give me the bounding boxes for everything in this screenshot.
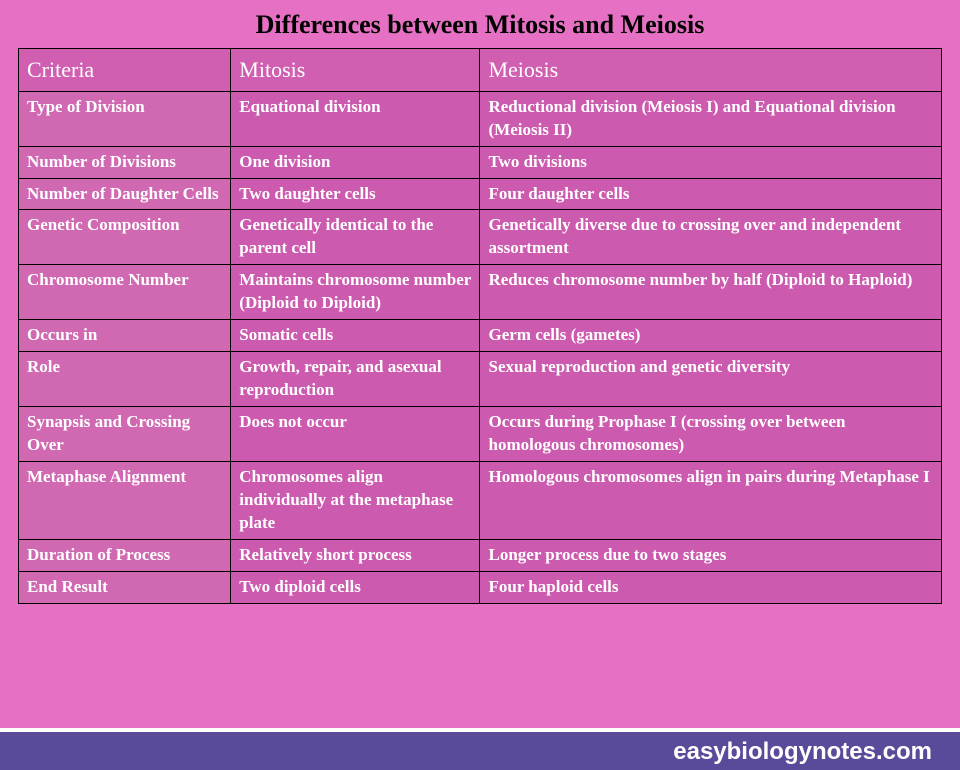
cell-mitosis: Equational division xyxy=(231,91,480,146)
table-row: Chromosome NumberMaintains chromosome nu… xyxy=(19,265,942,320)
comparison-table: Criteria Mitosis Meiosis Type of Divisio… xyxy=(18,48,942,604)
table-header-row: Criteria Mitosis Meiosis xyxy=(19,49,942,92)
table-row: Synapsis and Crossing OverDoes not occur… xyxy=(19,407,942,462)
footer-text: easybiologynotes.com xyxy=(673,738,932,765)
table-row: Duration of ProcessRelatively short proc… xyxy=(19,539,942,571)
table-row: Metaphase AlignmentChromosomes align ind… xyxy=(19,461,942,539)
cell-criteria: Number of Divisions xyxy=(19,146,231,178)
col-header-mitosis: Mitosis xyxy=(231,49,480,92)
cell-criteria: Genetic Composition xyxy=(19,210,231,265)
cell-mitosis: Growth, repair, and asexual reproduction xyxy=(231,352,480,407)
table-row: Occurs inSomatic cellsGerm cells (gamete… xyxy=(19,320,942,352)
table-row: End ResultTwo diploid cellsFour haploid … xyxy=(19,571,942,603)
page-title: Differences between Mitosis and Meiosis xyxy=(0,0,960,48)
cell-mitosis: Two daughter cells xyxy=(231,178,480,210)
table-row: Genetic CompositionGenetically identical… xyxy=(19,210,942,265)
cell-meiosis: Two divisions xyxy=(480,146,942,178)
footer-bar: easybiologynotes.com xyxy=(0,728,960,770)
cell-criteria: Number of Daughter Cells xyxy=(19,178,231,210)
cell-meiosis: Sexual reproduction and genetic diversit… xyxy=(480,352,942,407)
cell-mitosis: Maintains chromosome number (Diploid to … xyxy=(231,265,480,320)
cell-criteria: Role xyxy=(19,352,231,407)
cell-meiosis: Four haploid cells xyxy=(480,571,942,603)
cell-meiosis: Germ cells (gametes) xyxy=(480,320,942,352)
cell-meiosis: Four daughter cells xyxy=(480,178,942,210)
table-row: RoleGrowth, repair, and asexual reproduc… xyxy=(19,352,942,407)
cell-mitosis: One division xyxy=(231,146,480,178)
cell-meiosis: Reductional division (Meiosis I) and Equ… xyxy=(480,91,942,146)
col-header-meiosis: Meiosis xyxy=(480,49,942,92)
cell-criteria: Metaphase Alignment xyxy=(19,461,231,539)
cell-meiosis: Reduces chromosome number by half (Diplo… xyxy=(480,265,942,320)
cell-meiosis: Homologous chromosomes align in pairs du… xyxy=(480,461,942,539)
cell-mitosis: Genetically identical to the parent cell xyxy=(231,210,480,265)
cell-meiosis: Occurs during Prophase I (crossing over … xyxy=(480,407,942,462)
cell-mitosis: Somatic cells xyxy=(231,320,480,352)
table-row: Number of DivisionsOne divisionTwo divis… xyxy=(19,146,942,178)
cell-criteria: Occurs in xyxy=(19,320,231,352)
cell-mitosis: Two diploid cells xyxy=(231,571,480,603)
cell-criteria: Type of Division xyxy=(19,91,231,146)
cell-criteria: Chromosome Number xyxy=(19,265,231,320)
cell-mitosis: Does not occur xyxy=(231,407,480,462)
cell-meiosis: Genetically diverse due to crossing over… xyxy=(480,210,942,265)
cell-mitosis: Chromosomes align individually at the me… xyxy=(231,461,480,539)
col-header-criteria: Criteria xyxy=(19,49,231,92)
cell-criteria: Synapsis and Crossing Over xyxy=(19,407,231,462)
cell-criteria: End Result xyxy=(19,571,231,603)
table-row: Type of DivisionEquational divisionReduc… xyxy=(19,91,942,146)
cell-criteria: Duration of Process xyxy=(19,539,231,571)
cell-mitosis: Relatively short process xyxy=(231,539,480,571)
table-body: Type of DivisionEquational divisionReduc… xyxy=(19,91,942,603)
table-container: Criteria Mitosis Meiosis Type of Divisio… xyxy=(0,48,960,604)
cell-meiosis: Longer process due to two stages xyxy=(480,539,942,571)
table-row: Number of Daughter CellsTwo daughter cel… xyxy=(19,178,942,210)
